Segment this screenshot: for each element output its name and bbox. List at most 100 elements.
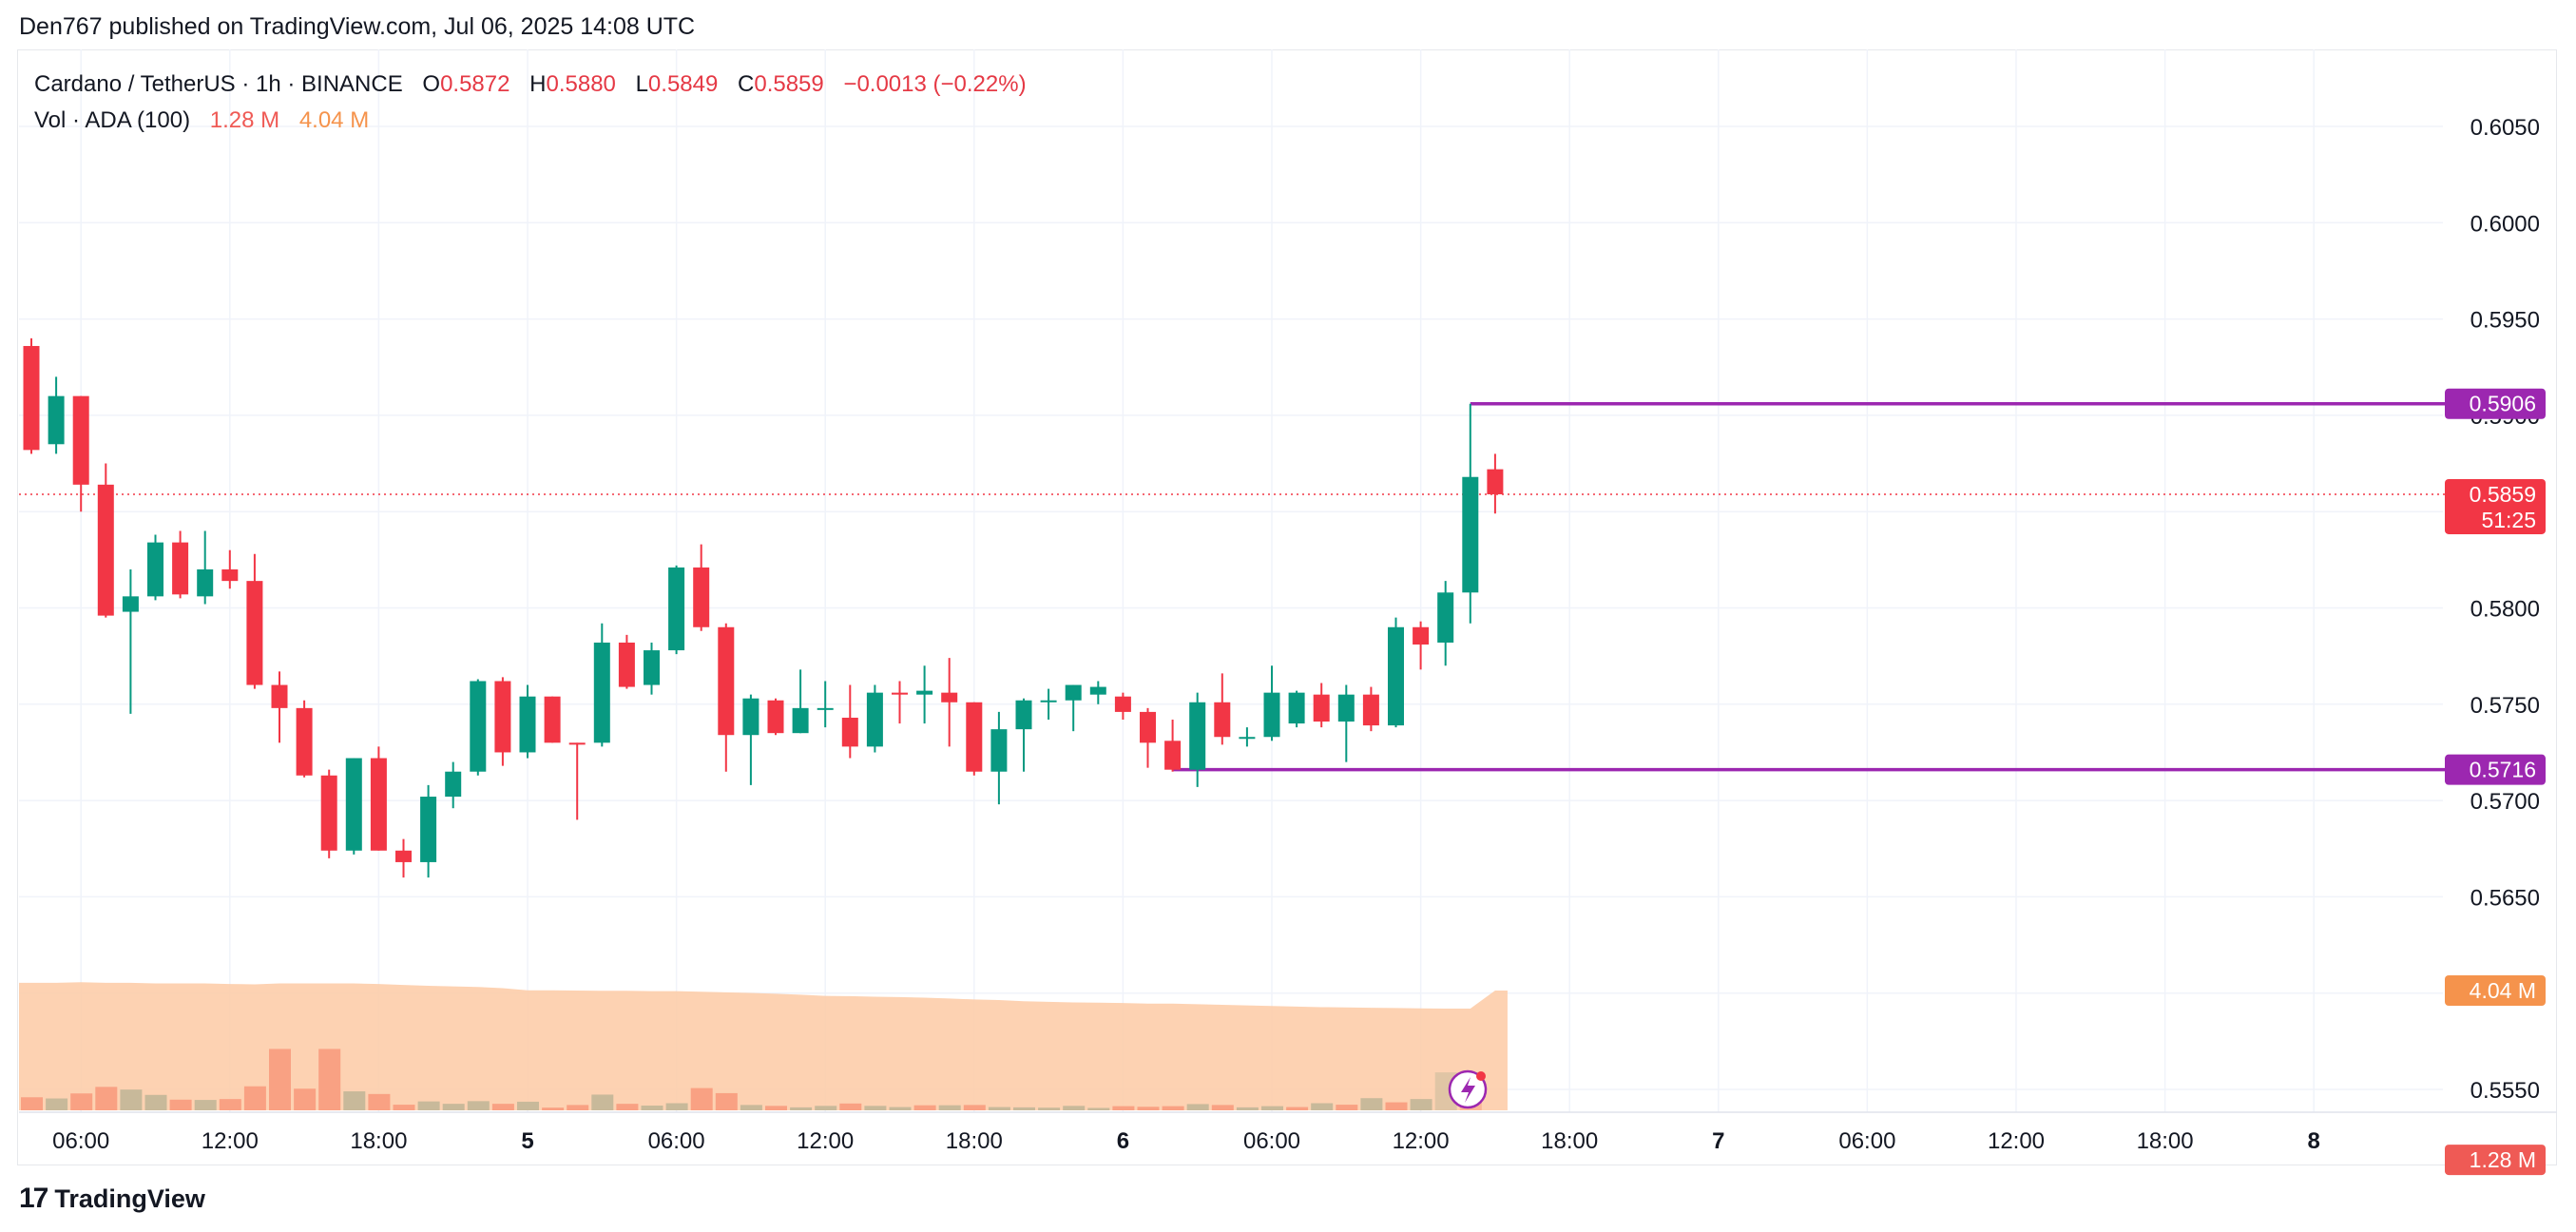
- price-tick-label: 0.5950: [2470, 308, 2540, 334]
- candle-body: [23, 345, 40, 451]
- volume-bar: [343, 1091, 366, 1110]
- candle-body: [668, 567, 685, 651]
- candle-body: [1239, 737, 1256, 740]
- volume-bar: [318, 1049, 341, 1110]
- volume-bar: [740, 1105, 762, 1110]
- time-tick-label: 12:00: [1393, 1128, 1450, 1154]
- volume-bar: [393, 1105, 415, 1110]
- candle-body: [221, 568, 239, 582]
- volume-bar: [690, 1088, 713, 1110]
- volume-bar: [1211, 1105, 1234, 1110]
- volume-bar: [889, 1107, 912, 1110]
- candle-body: [966, 702, 983, 772]
- volume-bar: [542, 1107, 565, 1110]
- symbol-title: Cardano / TetherUS · 1h · BINANCE: [34, 71, 403, 97]
- candle-body: [718, 626, 735, 736]
- candle-body: [792, 707, 809, 734]
- volume-ma-value: 4.04 M: [298, 107, 370, 133]
- volume-bar: [169, 1099, 192, 1110]
- volume-bar: [21, 1097, 43, 1110]
- time-tick-label: 06:00: [648, 1128, 705, 1154]
- lightning-icon[interactable]: [1448, 1069, 1488, 1109]
- candle-body: [445, 771, 462, 798]
- time-tick-label: 12:00: [1988, 1128, 2045, 1154]
- candle-body: [1214, 702, 1231, 738]
- candle-body: [1263, 692, 1280, 738]
- candle-body: [892, 692, 908, 695]
- volume-bar: [1137, 1107, 1160, 1110]
- volume-bar: [567, 1105, 589, 1110]
- volume-bar: [839, 1103, 862, 1110]
- volume-label: Vol · ADA (100): [34, 107, 191, 133]
- volume-ma-fill: [19, 982, 1508, 1110]
- volume-last-label-bg: [2445, 1145, 2546, 1176]
- candle-body: [1487, 469, 1504, 494]
- candle-body: [1288, 692, 1305, 724]
- candle-body: [1015, 700, 1032, 730]
- tradingview-logo[interactable]: 17 TradingView: [19, 1183, 205, 1215]
- candle-body: [370, 758, 387, 851]
- candle-body: [1313, 694, 1330, 722]
- volume-bar: [1186, 1104, 1209, 1110]
- candle-body: [494, 681, 511, 753]
- candle-body: [122, 596, 139, 612]
- candle-body: [618, 642, 635, 687]
- last-price-label-bg: [2445, 478, 2546, 534]
- candle-body: [866, 692, 883, 747]
- volume-last-label-text: 1.28 M: [2470, 1147, 2536, 1172]
- price-tick-label: 0.5650: [2470, 885, 2540, 911]
- candle-body: [693, 567, 710, 627]
- publisher-line: Den767 published on TradingView.com, Jul…: [19, 13, 696, 40]
- volume-bar: [591, 1094, 614, 1110]
- candle-body: [48, 395, 65, 445]
- candle-body: [72, 395, 89, 485]
- level-high-label-bg: [2445, 388, 2546, 419]
- candle-body: [568, 742, 586, 745]
- volume-last-label: 1.28 M: [2445, 1145, 2546, 1176]
- candle-body: [742, 698, 759, 736]
- price-tick-label: 0.5800: [2470, 597, 2540, 623]
- volume-bar: [1112, 1106, 1135, 1110]
- level-high-label: 0.5906: [2445, 388, 2546, 419]
- volume-bar: [219, 1099, 241, 1110]
- volume-bar: [913, 1105, 936, 1110]
- volume-bar: [144, 1094, 167, 1110]
- volume-bar: [120, 1089, 143, 1110]
- volume-bar: [194, 1100, 217, 1110]
- volume-bar: [641, 1106, 663, 1110]
- lightning-icon-dot: [1476, 1071, 1486, 1081]
- level-low-label: 0.5716: [2445, 754, 2546, 785]
- last-price-label-text: 0.5859: [2470, 482, 2536, 507]
- volume-value: 1.28 M: [209, 107, 280, 133]
- candle-body: [470, 681, 487, 772]
- candle-body: [1362, 694, 1379, 726]
- volume-bar: [46, 1098, 68, 1110]
- volume-bar: [1410, 1099, 1432, 1110]
- volume-bar: [616, 1104, 639, 1110]
- volume-bar: [815, 1106, 837, 1110]
- candle-body: [519, 696, 536, 753]
- volume-bar: [491, 1104, 514, 1110]
- volume-bar: [95, 1087, 118, 1110]
- candles: [23, 337, 1504, 878]
- volume-bar: [1063, 1106, 1086, 1110]
- candle-body: [1462, 476, 1479, 593]
- volume-bar: [368, 1093, 391, 1110]
- candle-body: [817, 707, 834, 710]
- candle-body: [345, 758, 362, 851]
- candle-body: [841, 717, 858, 747]
- open-value: 0.5872: [440, 71, 510, 97]
- volume-bar: [70, 1093, 93, 1110]
- volume-bar: [715, 1092, 738, 1110]
- candle-body: [420, 797, 437, 862]
- candle-body: [1189, 702, 1206, 770]
- time-tick-label: 12:00: [202, 1128, 259, 1154]
- volume-bar: [269, 1049, 291, 1110]
- price-tick-label: 0.5550: [2470, 1078, 2540, 1104]
- time-tick-label: 06:00: [1243, 1128, 1300, 1154]
- candle-body: [593, 642, 610, 743]
- candle-body: [271, 684, 288, 708]
- volume-ma-label-bg: [2445, 975, 2546, 1006]
